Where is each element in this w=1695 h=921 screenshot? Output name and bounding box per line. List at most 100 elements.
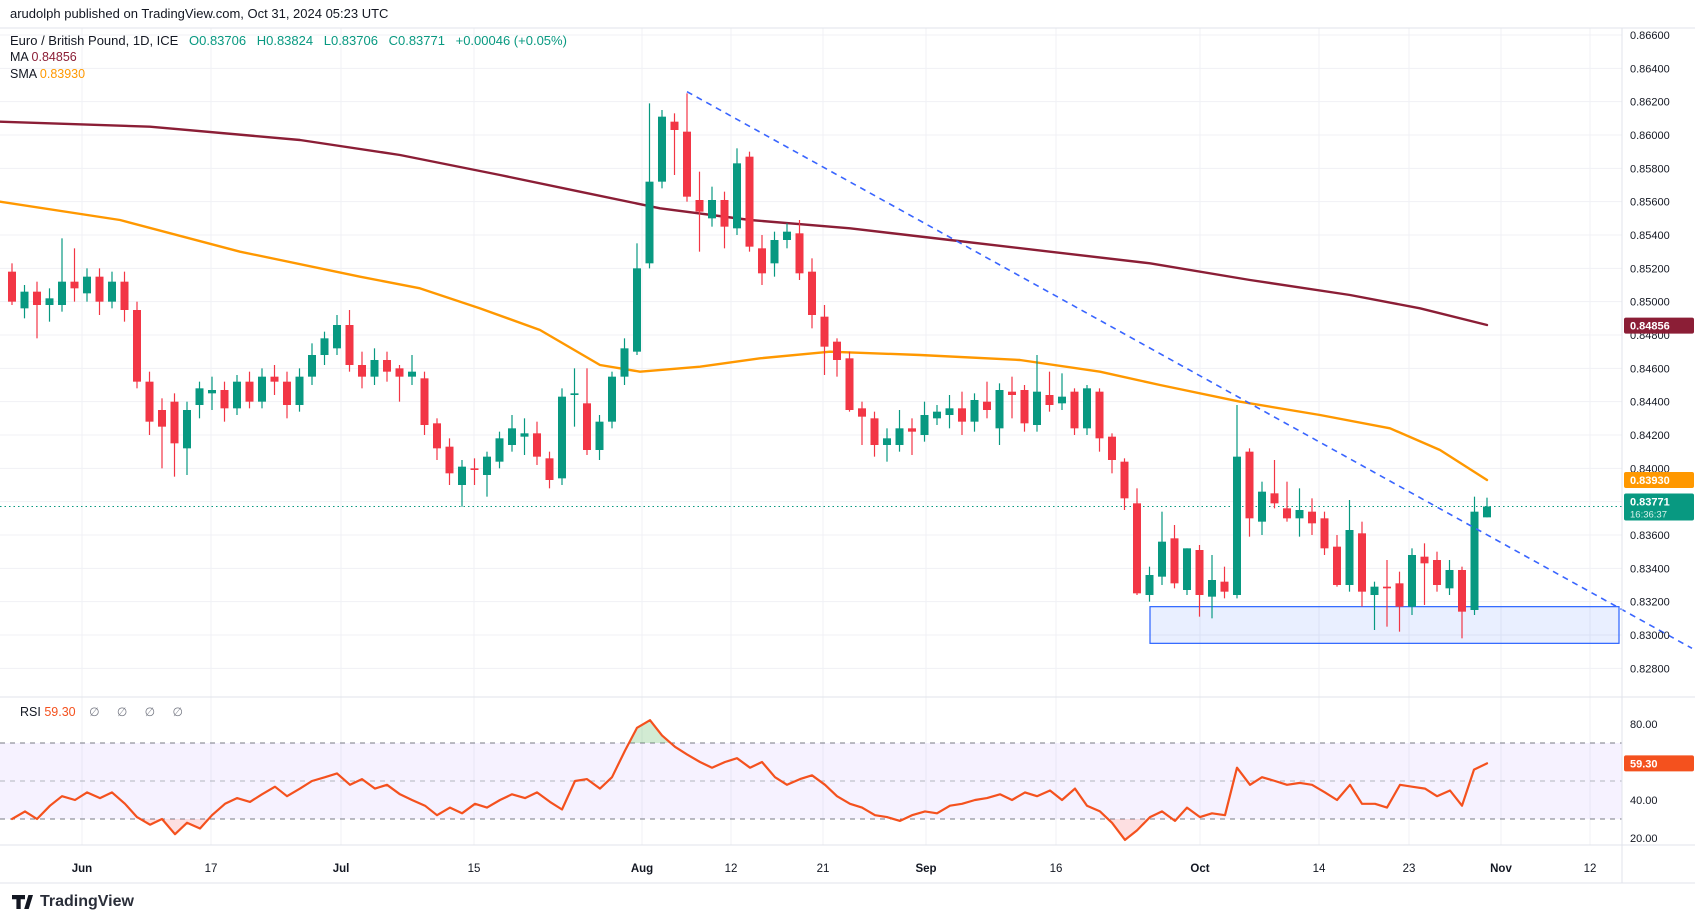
rsi-legend-row[interactable]: RSI 59.30 ∅ ∅ ∅ ∅: [20, 705, 190, 719]
price-tick-label[interactable]: 0.86600: [1630, 30, 1670, 42]
candle: [1170, 538, 1179, 584]
ma-line[interactable]: [0, 120, 1489, 327]
rsi-value-badge: [1624, 755, 1694, 772]
ma-legend-row[interactable]: MA 0.84856: [10, 49, 567, 66]
price-axis[interactable]: 0.86600 0.86400 0.86200 0.86000 0.85800 0.856…: [1624, 30, 1694, 845]
ohlc-low: L0.83706: [323, 33, 378, 48]
ohlc-high: H0.83824: [256, 33, 314, 48]
tradingview-logo-icon: [12, 894, 33, 909]
candle: [920, 415, 929, 435]
time-axis-label[interactable]: Nov: [1490, 863, 1512, 875]
time-axis-label[interactable]: 15: [468, 863, 481, 875]
time-axis-label[interactable]: Oct: [1190, 863, 1209, 875]
candle: [358, 365, 366, 377]
candle: [33, 291, 41, 305]
candle: [633, 268, 641, 352]
rsi-tick-label[interactable]: 80.00: [1630, 719, 1658, 731]
candle: [970, 400, 979, 422]
time-axis-label[interactable]: 21: [817, 863, 830, 875]
time-axis-label[interactable]: 23: [1403, 863, 1416, 875]
candle: [983, 401, 991, 411]
candle: [1470, 511, 1479, 610]
candle: [420, 378, 429, 425]
sma-price-badge: [1624, 472, 1694, 488]
candle: [145, 381, 154, 422]
candle: [933, 411, 941, 419]
price-tick-label[interactable]: 0.85400: [1630, 230, 1670, 242]
candle: [433, 423, 441, 449]
candle: [1283, 508, 1291, 519]
ma-label: MA: [10, 50, 29, 64]
time-axis-label[interactable]: Aug: [631, 863, 653, 875]
candle: [808, 271, 816, 315]
candle: [1195, 550, 1204, 595]
candle: [1183, 548, 1191, 590]
candle: [1133, 503, 1141, 594]
rsi-overbought-fill: [628, 720, 671, 743]
price-tick-label[interactable]: 0.85200: [1630, 263, 1670, 275]
candle: [320, 338, 329, 355]
candle: [58, 281, 66, 305]
candle: [1095, 391, 1104, 439]
sma-legend-row[interactable]: SMA 0.83930: [10, 66, 567, 83]
price-tick-label[interactable]: 0.83400: [1630, 563, 1670, 575]
candle: [1445, 570, 1454, 589]
time-axis-label[interactable]: 12: [725, 863, 738, 875]
sma-line[interactable]: [0, 200, 1489, 482]
support-zone-box[interactable]: [1149, 606, 1620, 644]
price-tick-label[interactable]: 0.85800: [1630, 163, 1670, 175]
candle: [195, 388, 204, 405]
candle: [1083, 388, 1091, 429]
candle: [1433, 560, 1441, 585]
candle: [1295, 510, 1304, 519]
time-axis-label[interactable]: Jun: [72, 863, 92, 875]
trendline[interactable]: [686, 90, 1693, 650]
rsi-tick-label[interactable]: 40.00: [1630, 795, 1658, 807]
candle: [1395, 583, 1404, 607]
candle: [945, 408, 954, 415]
time-axis-label[interactable]: 17: [205, 863, 218, 875]
candle: [520, 433, 529, 437]
sma-badge-text: 0.83930: [1630, 475, 1670, 487]
rsi-tick-label[interactable]: 20.00: [1630, 833, 1658, 845]
symbol-title[interactable]: Euro / British Pound, 1D, ICE: [10, 33, 179, 48]
candle: [495, 438, 504, 462]
price-tick-label[interactable]: 0.85000: [1630, 297, 1670, 309]
time-axis-label[interactable]: Jul: [333, 863, 350, 875]
candle: [333, 325, 341, 349]
rsi-line[interactable]: [10, 719, 1489, 842]
price-tick-label[interactable]: 0.84400: [1630, 397, 1670, 409]
candle: [895, 428, 904, 445]
candle: [783, 231, 791, 240]
time-axis-label[interactable]: 12: [1584, 863, 1597, 875]
price-tick-label[interactable]: 0.86400: [1630, 63, 1670, 75]
time-axis[interactable]: Jun 17 Jul 15 Aug 12 21 Sep 16 Oct 14 23 Nov 12: [72, 863, 1597, 875]
candle: [620, 348, 629, 377]
price-tick-label[interactable]: 0.83000: [1630, 630, 1670, 642]
price-tick-label[interactable]: 0.86000: [1630, 130, 1670, 142]
candle: [1458, 570, 1466, 612]
candle: [883, 438, 891, 445]
price-tick-label[interactable]: 0.83200: [1630, 597, 1670, 609]
time-axis-label[interactable]: 16: [1050, 863, 1063, 875]
rsi-badge-text: 59.30: [1630, 758, 1658, 770]
rsi-label: RSI: [20, 705, 41, 719]
candle: [170, 401, 179, 444]
candle: [1208, 580, 1216, 597]
price-tick-label[interactable]: 0.83600: [1630, 530, 1670, 542]
price-tick-label[interactable]: 0.82800: [1630, 663, 1670, 675]
time-axis-label[interactable]: Sep: [915, 863, 936, 875]
candle: [120, 281, 129, 310]
tradingview-logo[interactable]: TradingView: [12, 893, 134, 911]
candle: [908, 428, 916, 432]
time-axis-label[interactable]: 14: [1313, 863, 1326, 875]
last-price-badge-text: 0.83771: [1630, 497, 1670, 509]
candle: [133, 310, 141, 382]
price-tick-label[interactable]: 0.85600: [1630, 197, 1670, 209]
price-tick-label[interactable]: 0.84200: [1630, 430, 1670, 442]
candle: [1008, 391, 1016, 396]
price-tick-label[interactable]: 0.86200: [1630, 97, 1670, 109]
candle: [508, 428, 516, 445]
price-tick-label[interactable]: 0.84600: [1630, 363, 1670, 375]
